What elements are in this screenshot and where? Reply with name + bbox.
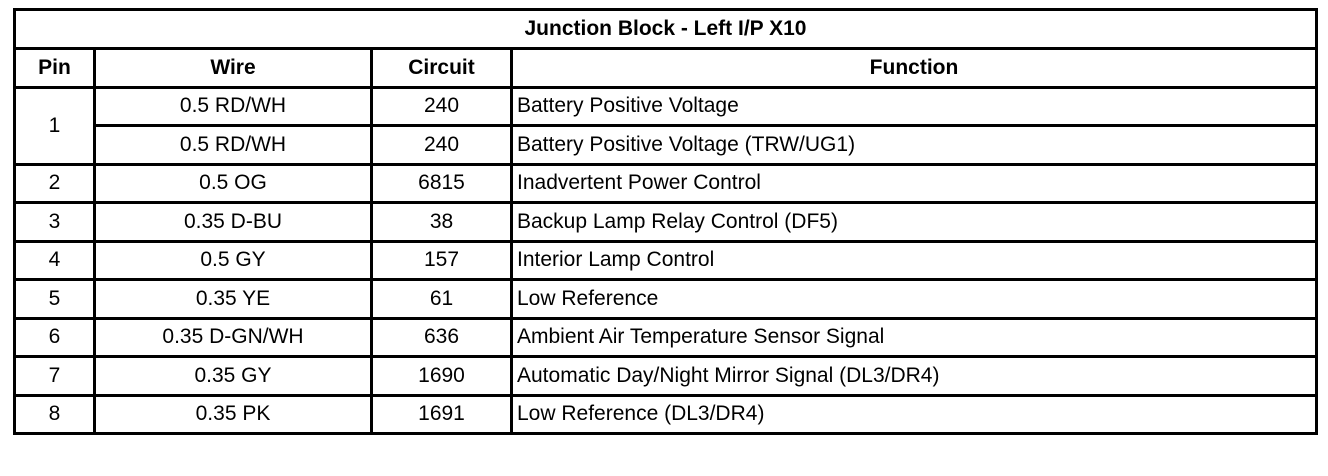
- cell-circuit: 636: [370, 316, 513, 358]
- cell-circuit: 1691: [370, 393, 513, 435]
- cell-function: Low Reference: [510, 278, 1318, 320]
- cell-pin: 8: [13, 393, 96, 435]
- cell-pin: 2: [13, 162, 96, 204]
- cell-circuit: 61: [370, 278, 513, 320]
- cell-function: Battery Positive Voltage: [510, 85, 1318, 127]
- cell-pin: 3: [13, 201, 96, 243]
- table-row: 3 0.35 D-BU 38 Backup Lamp Relay Control (D…: [13, 201, 1318, 243]
- cell-circuit: 6815: [370, 162, 513, 204]
- header-pin: Pin: [13, 47, 96, 89]
- cell-wire: 0.35 GY: [93, 355, 373, 397]
- table-title: Junction Block - Left I/P X10: [13, 8, 1318, 50]
- table-row: 5 0.35 YE 61 Low Reference: [13, 278, 1318, 320]
- table-row: 1 0.5 RD/WH 240 Battery Positive Voltage: [13, 85, 1318, 166]
- cell-function: Interior Lamp Control: [510, 239, 1318, 281]
- cell-wire: 0.5 GY: [93, 239, 373, 281]
- header-row: Pin Wire Circuit Function: [13, 47, 1318, 89]
- cell-function: Inadvertent Power Control: [510, 162, 1318, 204]
- cell-function: Battery Positive Voltage (TRW/UG1): [510, 124, 1318, 166]
- cell-wire: 0.5 RD/WH: [93, 124, 373, 166]
- cell-pin: 7: [13, 355, 96, 397]
- cell-pin: 6: [13, 316, 96, 358]
- cell-circuit: 240: [370, 124, 513, 166]
- cell-circuit: 38: [370, 201, 513, 243]
- cell-wire: 0.35 D-BU: [93, 201, 373, 243]
- cell-wire: 0.5 RD/WH: [93, 85, 373, 127]
- header-circuit: Circuit: [370, 47, 513, 89]
- header-wire: Wire: [93, 47, 373, 89]
- cell-pin: 4: [13, 239, 96, 281]
- cell-circuit: 240: [370, 85, 513, 127]
- cell-circuit: 1690: [370, 355, 513, 397]
- table-row: 8 0.35 PK 1691 Low Reference (DL3/DR4): [13, 393, 1318, 435]
- table-row: 4 0.5 GY 157 Interior Lamp Control: [13, 239, 1318, 281]
- table-row: 2 0.5 OG 6815 Inadvertent Power Control: [13, 162, 1318, 204]
- title-row: Junction Block - Left I/P X10: [13, 8, 1318, 50]
- cell-wire: 0.35 D-GN/WH: [93, 316, 373, 358]
- pinout-table: Junction Block - Left I/P X10 Pin Wire C…: [13, 8, 1318, 435]
- cell-pin: 5: [13, 278, 96, 320]
- table-row: 7 0.35 GY 1690 Automatic Day/Night Mirror S…: [13, 355, 1318, 397]
- header-function: Function: [510, 47, 1318, 89]
- table-row: 0.5 RD/WH 240 Battery Positive Voltage (TR…: [15, 124, 1318, 166]
- cell-wire: 0.35 YE: [93, 278, 373, 320]
- cell-function: Backup Lamp Relay Control (DF5): [510, 201, 1318, 243]
- cell-function: Automatic Day/Night Mirror Signal (DL3/D…: [510, 355, 1318, 397]
- cell-wire: 0.35 PK: [93, 393, 373, 435]
- cell-circuit: 157: [370, 239, 513, 281]
- table-row: 6 0.35 D-GN/WH 636 Ambient Air Temperature …: [13, 316, 1318, 358]
- cell-wire: 0.5 OG: [93, 162, 373, 204]
- cell-pin: 1: [13, 85, 96, 166]
- cell-function: Ambient Air Temperature Sensor Signal: [510, 316, 1318, 358]
- cell-function: Low Reference (DL3/DR4): [510, 393, 1318, 435]
